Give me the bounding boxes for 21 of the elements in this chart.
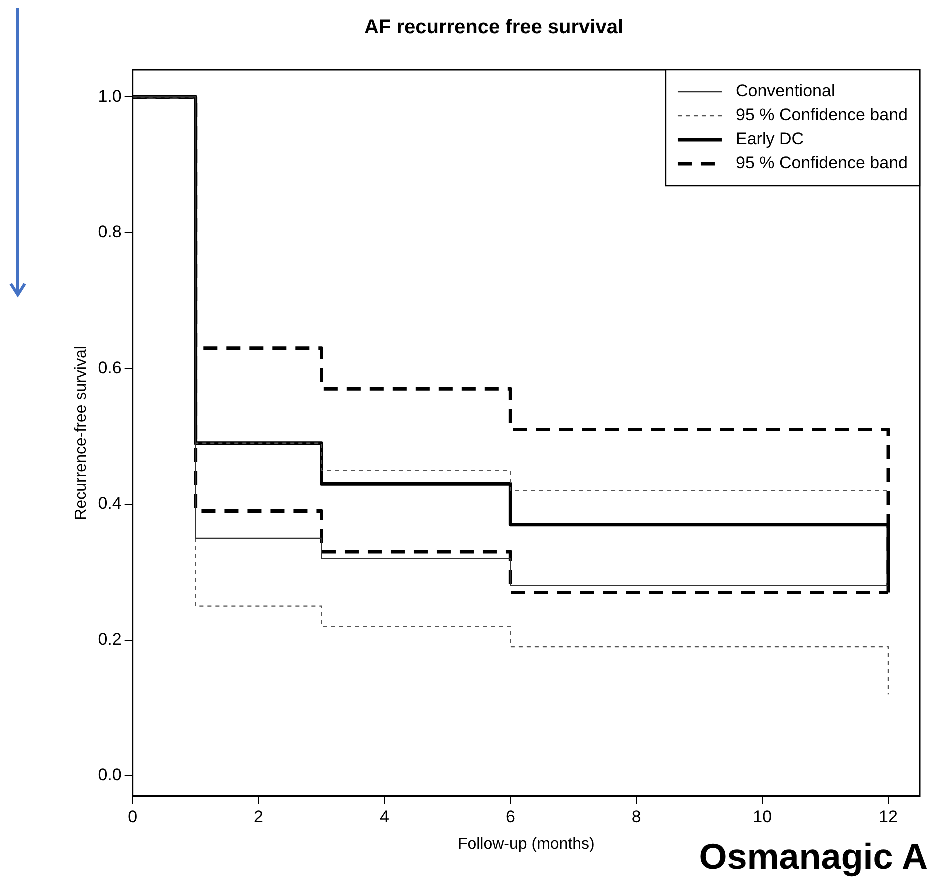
x-tick-label: 2 (254, 807, 264, 826)
x-axis-title: Follow-up (months) (458, 836, 595, 853)
legend-label: Early DC (736, 130, 804, 149)
y-tick-label: 0.4 (98, 494, 122, 514)
y-axis-title: Recurrence-free survival (73, 346, 90, 520)
y-tick-label: 0.8 (98, 222, 122, 242)
x-tick-label: 0 (128, 807, 138, 826)
legend-label: Conventional (736, 82, 836, 101)
x-tick-label: 8 (632, 807, 642, 826)
y-tick-label: 1.0 (98, 86, 122, 106)
text: Osmanagic A (699, 836, 928, 878)
y-tick-label: 0.2 (98, 630, 122, 649)
chart-title: AF recurrence free survival (364, 16, 624, 39)
legend-label: 95 % Confidence band (736, 106, 908, 125)
legend-label: 95 % Confidence band (736, 154, 908, 173)
x-tick-label: 6 (506, 807, 516, 826)
x-tick-label: 10 (753, 807, 772, 826)
y-tick-label: 0.0 (98, 766, 122, 785)
y-tick-label: 0.6 (98, 358, 122, 378)
x-tick-label: 4 (380, 807, 390, 826)
x-tick-label: 12 (879, 807, 898, 826)
